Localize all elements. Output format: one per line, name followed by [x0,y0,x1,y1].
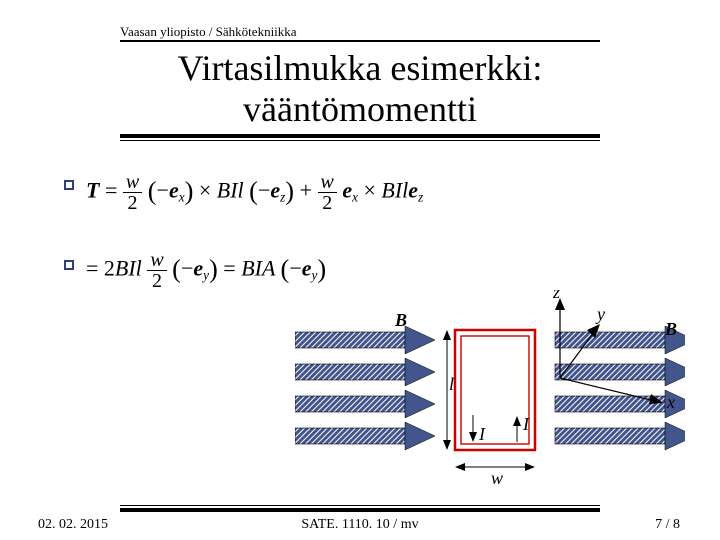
slide-title: Virtasilmukka esimerkki: vääntömomentti [0,48,720,131]
coordinate-axes [555,298,663,404]
title-rule [120,134,600,140]
torque-diagram: z y x B B l w I I [295,290,685,490]
title-line2: vääntömomentti [243,89,477,129]
eq1-frac2-den: 2 [318,193,337,213]
eq1-e1: e [169,178,179,203]
bullet-square-2 [64,260,74,270]
l-label: l [449,374,454,394]
eq1-e3-sub: x [352,190,358,205]
b-left-label: B [394,310,407,330]
eq2-frac-num: w [147,250,166,271]
title-line1: Virtasilmukka esimerkki: [178,48,543,88]
eq1-frac1-den: 2 [123,193,142,213]
eq1-frac2-num: w [318,172,337,193]
footer-course: SATE. 1110. 10 / mv [0,517,720,533]
w-label: w [491,468,503,488]
current-arrows [469,415,521,442]
eq1-e4: e [408,178,418,203]
i-right-label: I [522,414,530,434]
axis-y-label: y [595,304,605,324]
eq1-frac1-num: w [123,172,142,193]
eq1-e4-sub: z [418,190,423,205]
diagram-svg: z y x B B l w I I [295,290,685,490]
b-right-label: B [664,319,677,339]
bullet-square-1 [64,180,74,190]
header-rule [120,40,600,42]
equation-2: = 2BIl w2 (−ey) = BIA (−ey) [86,250,326,291]
axis-x-label: x [666,392,675,412]
eq2-e1: e [193,256,203,281]
equation-1: T = w2 (−ex) × BIl (−ez) + w2 ex × BIlez [86,172,423,213]
header-institution: Vaasan yliopisto / Sähkötekniikka [120,24,297,40]
b-field-arrows-left [295,326,435,450]
i-left-label: I [478,424,486,444]
eq2-e2: e [302,256,312,281]
eq2-frac-den: 2 [147,271,166,291]
footer-rule [120,505,600,511]
eq1-e2: e [270,178,280,203]
axis-z-label: z [552,290,560,302]
footer: 02. 02. 2015 SATE. 1110. 10 / mv 7 / 8 [0,505,720,535]
b-field-arrows-right [555,326,685,450]
footer-page: 7 / 8 [655,517,680,533]
eq1-e3: e [342,178,352,203]
eq1-lhs: T [86,178,99,203]
slide: Vaasan yliopisto / Sähkötekniikka Virtas… [0,0,720,540]
